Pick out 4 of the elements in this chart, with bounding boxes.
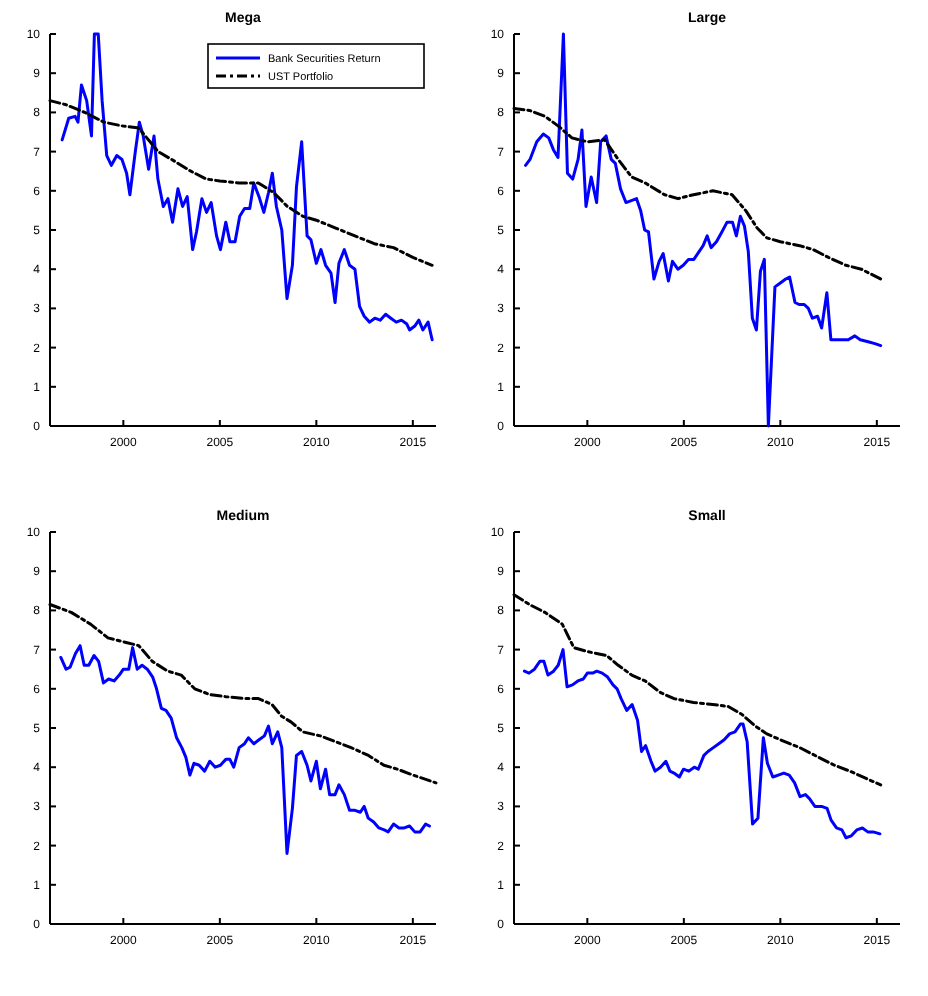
line-series	[60, 32, 434, 342]
line-series	[522, 648, 882, 840]
line-series	[524, 32, 883, 428]
line-series	[59, 644, 431, 855]
